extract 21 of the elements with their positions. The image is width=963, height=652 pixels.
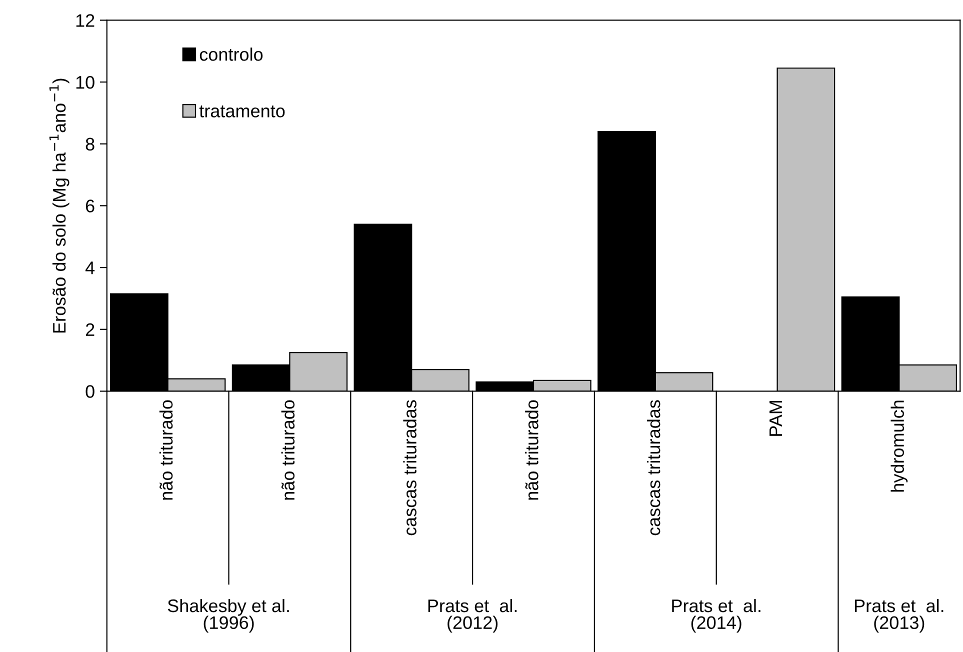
y-tick-label: 12 <box>76 14 94 27</box>
text: Prats et al. (2012) <box>428 598 517 633</box>
x-tick-label: PAM <box>770 401 782 436</box>
y-tick-label: 4 <box>85 262 95 274</box>
y-tick-label: 8 <box>86 138 94 151</box>
y-axis-title: Erosão do solo (Mg ha$^{−1}$ano$^{−1}$) <box>49 78 70 333</box>
legend-label: tratamento <box>199 106 285 118</box>
x-tick-label: não triturado <box>525 400 538 500</box>
x-tick-label: cascas trituradas <box>403 400 416 536</box>
y-tick-label: 0 <box>86 385 94 398</box>
legend-label: controlo <box>200 48 263 61</box>
y-tick-label: 6 <box>86 200 94 212</box>
y-tick-label: 2 <box>86 323 94 336</box>
x-tick-label: não triturado <box>281 400 295 500</box>
y-tick-label: 10 <box>76 76 94 89</box>
text: Prats et al. (2014) <box>672 598 760 633</box>
text: Prats et al. (2013) <box>854 598 944 633</box>
x-tick-label: cascas trituradas <box>646 400 660 536</box>
x-tick-label: não triturado <box>159 400 173 500</box>
x-tick-label: hydromulch <box>890 400 908 492</box>
text: Shakesby et al. (1996) <box>168 598 289 633</box>
